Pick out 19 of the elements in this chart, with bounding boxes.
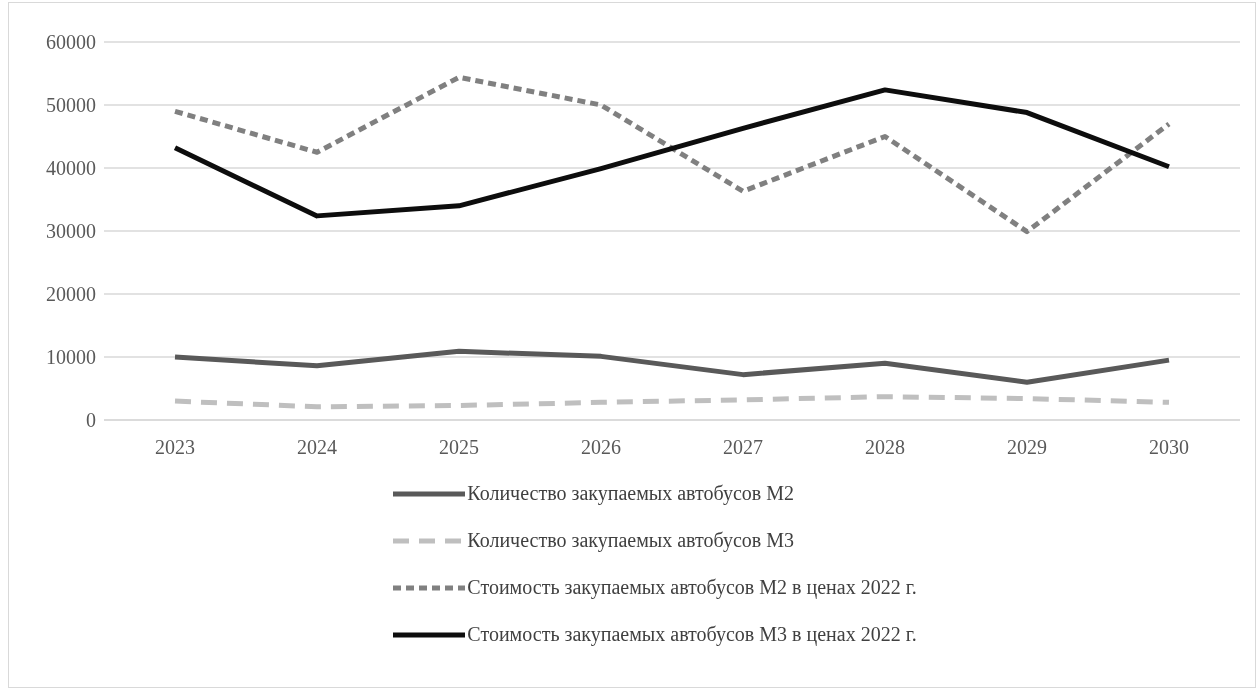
legend-label: Стоимость закупаемых автобусов М3 в ценах 2022 г.	[467, 623, 917, 646]
x-tick-label: 2028	[865, 436, 905, 459]
y-tick-label: 30000	[46, 220, 96, 243]
y-tick-label: 20000	[46, 283, 96, 306]
x-tick-label: 2030	[1149, 436, 1189, 459]
x-tick-label: 2027	[723, 436, 763, 459]
y-tick-label: 50000	[46, 94, 96, 117]
x-tick-label: 2024	[297, 436, 337, 459]
x-tick-label: 2023	[155, 436, 195, 459]
x-tick-label: 2026	[581, 436, 621, 459]
legend-label: Количество закупаемых автобусов М2	[467, 482, 795, 505]
y-tick-label: 40000	[46, 157, 96, 180]
y-tick-label: 60000	[46, 31, 96, 54]
legend-label: Количество закупаемых автобусов М3	[467, 529, 795, 552]
x-tick-label: 2025	[439, 436, 479, 459]
y-tick-label: 10000	[46, 346, 96, 369]
x-tick-label: 2029	[1007, 436, 1047, 459]
y-tick-label: 0	[86, 409, 96, 432]
legend-label: Стоимость закупаемых автобусов М2 в ценах 2022 г.	[467, 576, 917, 599]
